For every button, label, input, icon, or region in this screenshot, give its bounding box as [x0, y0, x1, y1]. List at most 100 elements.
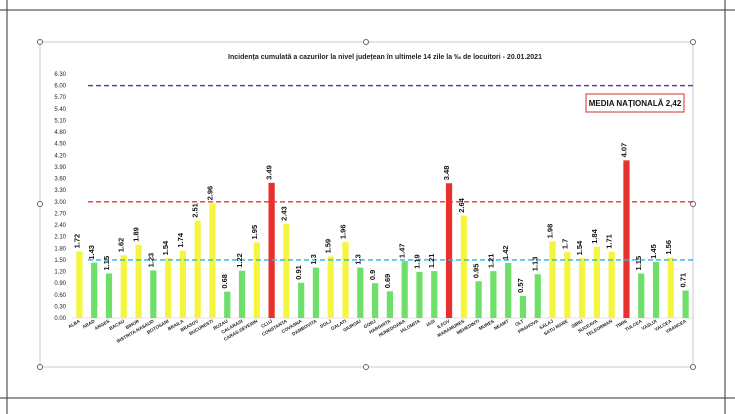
bar-caras-severin[interactable] [253, 242, 260, 318]
y-tick-label: 3.30 [54, 188, 66, 194]
value-label: 3.48 [442, 166, 451, 181]
category-label: MURES [478, 319, 495, 332]
resize-handle[interactable] [37, 39, 43, 45]
bar-vrancea[interactable] [682, 290, 689, 318]
y-tick-label: 4.80 [54, 130, 66, 136]
resize-handle[interactable] [37, 364, 43, 370]
bar-bucuresti[interactable] [209, 203, 216, 318]
category-label: TIMIS [615, 319, 628, 329]
bar-brasov[interactable] [194, 220, 201, 318]
value-label: 4.07 [619, 143, 628, 158]
value-label: 0.57 [516, 278, 525, 293]
bar-botosani[interactable] [165, 258, 172, 318]
category-label: ARAD [82, 318, 97, 329]
value-label: 0.71 [679, 273, 688, 288]
bar-arges[interactable] [105, 273, 113, 318]
resize-handle[interactable] [363, 39, 369, 45]
value-label: 1.15 [634, 256, 643, 271]
bar-dolj[interactable] [327, 256, 334, 318]
bar-ilfov[interactable] [445, 183, 453, 318]
category-label: NEAMT [493, 318, 510, 331]
resize-handle[interactable] [690, 364, 696, 370]
resize-handle[interactable] [37, 201, 43, 207]
value-label: 1.3 [353, 254, 362, 264]
bar-buzau[interactable] [224, 291, 231, 318]
bar-prahova[interactable] [534, 274, 541, 318]
y-axis-grid: 0.00 0.30 0.60 0.90 1.20 1.50 1.80 2.10 2.40 2.70… [54, 72, 693, 322]
bar-vaslui[interactable] [652, 261, 660, 318]
bar-bihor[interactable] [135, 244, 142, 318]
category-label: ILFOV [436, 318, 451, 330]
value-label: 1.15 [102, 256, 111, 271]
bar-giurgiu[interactable] [357, 267, 364, 318]
bar-hunedoara[interactable] [401, 261, 408, 318]
y-tick-label: 2.70 [54, 211, 66, 217]
bars-group [76, 160, 689, 318]
y-tick-label: 4.20 [54, 153, 66, 159]
y-tick-label: 0.30 [54, 304, 66, 310]
bar-suceava[interactable] [593, 246, 600, 318]
bar-mures[interactable] [490, 271, 497, 318]
y-tick-label: 0.00 [54, 316, 66, 322]
bar-sibiu[interactable] [579, 258, 586, 318]
bar-teleorman[interactable] [608, 251, 615, 318]
bar-bistrita-nasaud[interactable] [150, 270, 157, 318]
value-label: 1.54 [161, 240, 170, 255]
bar-neamt[interactable] [505, 263, 512, 318]
bar-olt[interactable] [519, 295, 527, 318]
bar-cluj[interactable] [268, 182, 275, 318]
national-average-label: MEDIA NAȚIONALĂ 2,42 [589, 99, 682, 108]
value-label: 0.9 [368, 270, 377, 280]
value-label: 1.98 [546, 224, 555, 239]
y-tick-label: 5.10 [54, 118, 66, 124]
bar-alba[interactable] [76, 251, 83, 318]
resize-handle[interactable] [363, 364, 369, 370]
y-tick-label: 5.70 [54, 95, 66, 101]
bar-arad[interactable] [91, 262, 98, 318]
value-label: 1.56 [664, 240, 673, 255]
bar-maramures[interactable] [460, 215, 467, 318]
y-tick-label: 1.50 [54, 258, 66, 264]
bar-bacau[interactable] [120, 255, 127, 318]
bar-satu-mare[interactable] [564, 252, 571, 318]
y-tick-label: 6.30 [54, 72, 66, 78]
bar-mehedinti[interactable] [475, 281, 482, 318]
bar-valcea[interactable] [667, 257, 674, 318]
bar-harghita[interactable] [386, 291, 393, 318]
y-tick-label: 3.00 [54, 200, 66, 206]
bar-ialomita[interactable] [416, 271, 423, 318]
value-label: 1.54 [575, 240, 584, 255]
chart-title: Incidența cumulată a cazurilor la nivel … [228, 54, 542, 61]
bar-dambovita[interactable] [312, 267, 320, 318]
bar-iasi[interactable] [431, 271, 438, 318]
value-label: 2.51 [191, 203, 200, 218]
value-label: 1.21 [486, 254, 495, 269]
category-label: SIBIU [570, 318, 584, 329]
value-label: 1.23 [146, 253, 155, 268]
bar-constanta[interactable] [283, 223, 290, 318]
value-label: 1.96 [339, 224, 348, 239]
bar-galati[interactable] [342, 242, 349, 318]
category-label: ARGES [94, 319, 111, 332]
value-label: 1.7 [560, 239, 569, 249]
y-tick-label: 2.10 [54, 235, 66, 241]
value-label: 1.3 [309, 254, 318, 264]
value-label: 0.69 [383, 274, 392, 289]
category-label: IASI [426, 319, 436, 328]
bar-gorj[interactable] [372, 283, 379, 318]
bar-timis[interactable] [623, 160, 630, 318]
value-labels: 1.72 1.43 1.15 1.62 1.89 1.23 1.54 1.74 2.51 2.96… [72, 143, 687, 293]
category-label: OLT [514, 318, 524, 327]
category-label: TULCEA [624, 318, 643, 332]
bar-covasna[interactable] [298, 282, 305, 318]
bar-braila[interactable] [179, 250, 186, 318]
value-label: 1.89 [132, 227, 141, 242]
bar-tulcea[interactable] [638, 273, 645, 318]
resize-handle[interactable] [690, 39, 696, 45]
bar-salaj[interactable] [549, 241, 556, 318]
bar-calarasi[interactable] [238, 270, 246, 318]
value-label: 1.22 [235, 253, 244, 268]
y-tick-label: 1.80 [54, 246, 66, 252]
